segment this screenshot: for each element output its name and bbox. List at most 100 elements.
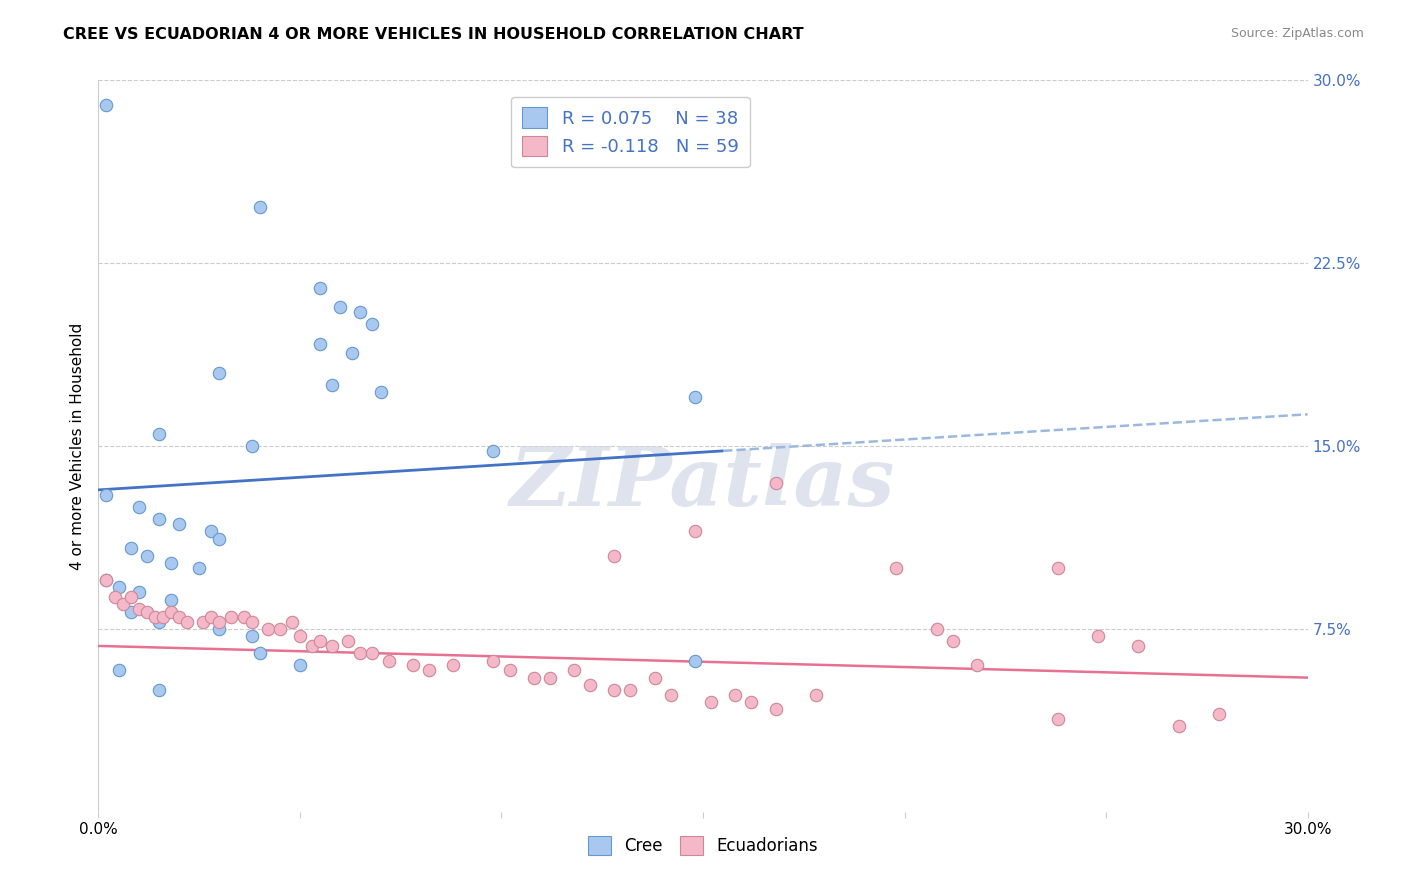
Point: [740, 695, 762, 709]
Point: [683, 654, 706, 668]
Point: [256, 622, 278, 636]
Point: [361, 646, 384, 660]
Point: [232, 609, 254, 624]
Point: [160, 605, 183, 619]
Point: [966, 658, 988, 673]
Point: [321, 639, 343, 653]
Point: [96, 488, 118, 502]
Point: [482, 654, 505, 668]
Point: [148, 682, 170, 697]
Point: [148, 426, 170, 441]
Point: [148, 615, 170, 629]
Point: [208, 532, 231, 546]
Point: [644, 671, 666, 685]
Point: [128, 500, 150, 514]
Point: [337, 634, 360, 648]
Point: [160, 556, 183, 570]
Point: [603, 549, 626, 563]
Point: [152, 609, 174, 624]
Text: Source: ZipAtlas.com: Source: ZipAtlas.com: [1230, 27, 1364, 40]
Point: [441, 658, 464, 673]
Point: [208, 622, 231, 636]
Point: [1046, 561, 1069, 575]
Point: [309, 336, 332, 351]
Point: [804, 688, 827, 702]
Point: [221, 609, 243, 624]
Point: [1167, 719, 1189, 733]
Point: [329, 300, 352, 314]
Point: [942, 634, 965, 648]
Point: [402, 658, 425, 673]
Point: [886, 561, 908, 575]
Point: [193, 615, 215, 629]
Point: [107, 663, 129, 677]
Point: [619, 682, 641, 697]
Point: [135, 549, 157, 563]
Legend: Cree, Ecuadorians: Cree, Ecuadorians: [581, 830, 825, 862]
Point: [208, 366, 231, 380]
Point: [765, 475, 787, 490]
Point: [361, 317, 384, 331]
Point: [603, 682, 626, 697]
Point: [249, 200, 271, 214]
Point: [523, 671, 546, 685]
Point: [683, 524, 706, 539]
Point: [111, 598, 134, 612]
Point: [562, 663, 585, 677]
Point: [418, 663, 440, 677]
Point: [103, 590, 125, 604]
Point: [240, 629, 263, 643]
Point: [321, 378, 343, 392]
Point: [370, 385, 392, 400]
Point: [301, 639, 323, 653]
Point: [120, 590, 142, 604]
Point: [128, 602, 150, 616]
Point: [128, 585, 150, 599]
Point: [579, 678, 602, 692]
Point: [281, 615, 304, 629]
Point: [377, 654, 399, 668]
Point: [176, 615, 198, 629]
Point: [200, 524, 222, 539]
Point: [240, 439, 263, 453]
Point: [96, 97, 118, 112]
Point: [498, 663, 520, 677]
Point: [249, 646, 271, 660]
Text: ZIPatlas: ZIPatlas: [510, 442, 896, 523]
Point: [288, 629, 311, 643]
Point: [135, 605, 157, 619]
Point: [659, 688, 682, 702]
Point: [1128, 639, 1150, 653]
Point: [200, 609, 222, 624]
Point: [120, 605, 142, 619]
Point: [538, 671, 561, 685]
Y-axis label: 4 or more Vehicles in Household: 4 or more Vehicles in Household: [69, 322, 84, 570]
Point: [724, 688, 747, 702]
Point: [683, 390, 706, 404]
Point: [349, 305, 371, 319]
Point: [482, 443, 505, 458]
Point: [1087, 629, 1109, 643]
Point: [269, 622, 291, 636]
Point: [1208, 707, 1230, 722]
Point: [288, 658, 311, 673]
Point: [309, 280, 332, 294]
Point: [148, 512, 170, 526]
Point: [1046, 712, 1069, 726]
Point: [96, 573, 118, 587]
Point: [240, 615, 263, 629]
Point: [96, 573, 118, 587]
Point: [107, 581, 129, 595]
Point: [167, 609, 190, 624]
Point: [143, 609, 166, 624]
Point: [188, 561, 211, 575]
Point: [925, 622, 948, 636]
Text: CREE VS ECUADORIAN 4 OR MORE VEHICLES IN HOUSEHOLD CORRELATION CHART: CREE VS ECUADORIAN 4 OR MORE VEHICLES IN…: [63, 27, 804, 42]
Point: [342, 346, 364, 360]
Point: [120, 541, 142, 556]
Point: [167, 516, 190, 531]
Point: [349, 646, 371, 660]
Point: [309, 634, 332, 648]
Point: [700, 695, 723, 709]
Point: [208, 615, 231, 629]
